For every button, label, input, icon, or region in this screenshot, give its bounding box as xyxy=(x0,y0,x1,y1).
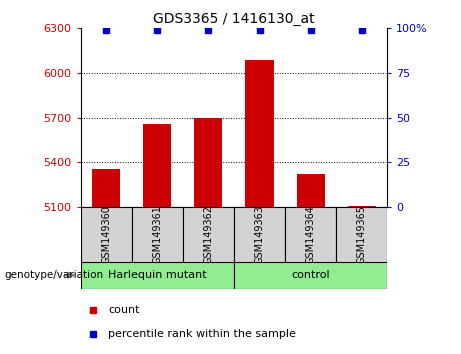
Bar xyxy=(285,207,336,262)
Bar xyxy=(195,118,223,207)
Text: genotype/variation: genotype/variation xyxy=(5,270,104,280)
Text: percentile rank within the sample: percentile rank within the sample xyxy=(108,329,296,339)
Bar xyxy=(296,174,325,207)
Text: GSM149361: GSM149361 xyxy=(152,205,162,264)
Title: GDS3365 / 1416130_at: GDS3365 / 1416130_at xyxy=(153,12,315,26)
Bar xyxy=(234,207,285,262)
Bar xyxy=(92,169,120,207)
Bar xyxy=(81,207,132,262)
Bar xyxy=(143,124,171,207)
Text: Harlequin mutant: Harlequin mutant xyxy=(108,270,207,280)
Bar xyxy=(348,206,376,207)
Bar xyxy=(336,207,387,262)
Text: control: control xyxy=(291,270,330,280)
Text: GSM149363: GSM149363 xyxy=(254,205,265,264)
Bar xyxy=(234,262,387,289)
Text: count: count xyxy=(108,306,140,315)
Text: GSM149365: GSM149365 xyxy=(357,205,366,264)
Text: GSM149362: GSM149362 xyxy=(203,205,213,264)
Bar xyxy=(245,59,273,207)
Bar xyxy=(132,207,183,262)
Bar xyxy=(183,207,234,262)
Text: GSM149364: GSM149364 xyxy=(306,205,316,264)
Text: GSM149360: GSM149360 xyxy=(101,205,111,264)
Bar xyxy=(81,262,234,289)
